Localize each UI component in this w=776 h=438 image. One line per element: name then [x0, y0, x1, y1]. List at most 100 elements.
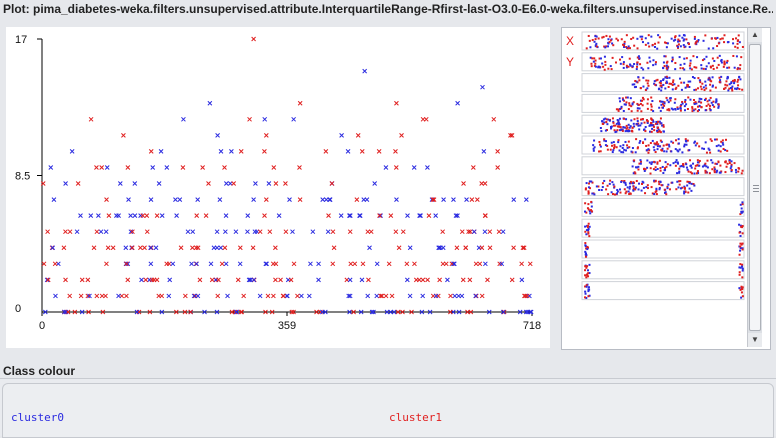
mini-point: [740, 210, 743, 213]
mini-point: [681, 100, 684, 103]
data-point: [245, 229, 250, 235]
mini-point: [741, 45, 744, 48]
scatter-plot-panel[interactable]: 0 359 718 0 8.5 17: [6, 27, 550, 348]
mini-point: [692, 183, 695, 186]
data-point: [330, 229, 336, 235]
data-point: [174, 213, 179, 219]
mini-point: [666, 187, 669, 190]
data-point: [388, 213, 394, 219]
data-point: [297, 197, 303, 202]
scroll-down-icon[interactable]: ▼: [748, 333, 762, 347]
data-point: [395, 309, 401, 315]
data-point: [87, 293, 92, 299]
attribute-mini-plot[interactable]: [581, 156, 745, 176]
attribute-mini-plot[interactable]: [581, 260, 745, 280]
mini-point: [609, 179, 612, 182]
data-point: [486, 309, 492, 315]
mini-point: [661, 103, 664, 106]
mini-point: [619, 58, 622, 61]
data-point: [164, 165, 170, 170]
mini-point: [729, 167, 732, 170]
data-point: [460, 277, 466, 283]
data-point: [177, 197, 183, 202]
mini-point: [617, 109, 620, 112]
attribute-mini-plot[interactable]: [581, 239, 745, 259]
data-point: [88, 116, 94, 122]
mini-point: [677, 38, 680, 41]
data-point: [441, 197, 446, 202]
mini-point: [632, 187, 635, 190]
mini-point: [711, 168, 714, 171]
mini-point: [630, 150, 633, 153]
data-point: [527, 309, 533, 315]
attribute-mini-plot[interactable]: [581, 218, 745, 238]
data-point: [456, 309, 462, 315]
scroll-up-icon[interactable]: ▲: [748, 28, 762, 42]
scatter-plot[interactable]: 0 359 718 0 8.5 17: [6, 27, 550, 348]
cluster0-legend-item[interactable]: cluster0: [11, 411, 64, 424]
mini-point: [690, 189, 693, 192]
data-point: [245, 213, 251, 219]
mini-point: [734, 168, 737, 171]
mini-point: [693, 140, 696, 143]
mini-point: [609, 39, 612, 42]
mini-point: [631, 182, 634, 185]
data-point: [455, 213, 460, 219]
mini-point: [728, 83, 731, 86]
attribute-scrollbar[interactable]: ▲ ▼: [747, 28, 762, 347]
data-point: [219, 261, 225, 267]
data-point: [117, 181, 123, 186]
mini-point: [673, 101, 676, 104]
mini-point: [672, 79, 675, 82]
mini-point: [592, 144, 595, 147]
mini-point: [668, 145, 671, 148]
plot-axes: [37, 38, 533, 316]
mini-point: [600, 189, 603, 192]
mini-point: [682, 44, 685, 47]
mini-point: [738, 271, 741, 274]
mini-point: [713, 169, 716, 172]
data-point: [138, 245, 143, 251]
mini-point: [730, 81, 733, 84]
data-point: [308, 261, 313, 267]
mini-point: [584, 225, 587, 228]
mini-point: [706, 166, 709, 169]
mini-point: [737, 167, 740, 170]
data-point: [474, 197, 480, 202]
mini-point: [715, 162, 718, 165]
mini-point: [638, 182, 641, 185]
mini-point: [666, 60, 669, 63]
mini-point: [637, 124, 640, 127]
attribute-mini-plots[interactable]: X Y: [562, 28, 748, 349]
mini-point: [695, 102, 698, 105]
attribute-mini-plot[interactable]: [581, 177, 745, 197]
mini-point: [587, 295, 590, 298]
mini-point: [601, 62, 604, 65]
mini-point: [629, 125, 632, 128]
mini-point: [679, 105, 682, 108]
attribute-mini-plot[interactable]: [581, 197, 745, 217]
data-point: [483, 261, 488, 267]
mini-point: [710, 159, 713, 162]
data-point: [125, 261, 131, 267]
mini-point: [629, 180, 632, 183]
mini-point: [586, 269, 589, 272]
mini-point: [634, 186, 637, 189]
data-point: [523, 197, 529, 202]
scroll-thumb[interactable]: [749, 44, 761, 331]
data-point: [426, 213, 432, 219]
attribute-panel[interactable]: X Y: [561, 27, 771, 350]
mini-point: [658, 159, 661, 162]
mini-point: [735, 171, 738, 174]
cluster1-legend-item[interactable]: cluster1: [389, 411, 442, 424]
mini-point: [641, 117, 644, 120]
data-point: [347, 277, 353, 283]
mini-point: [665, 193, 668, 196]
mini-point: [688, 46, 691, 49]
data-point: [290, 229, 295, 235]
mini-point: [704, 80, 707, 83]
data-point: [208, 261, 214, 267]
attribute-mini-plot[interactable]: [581, 281, 745, 301]
mini-point: [621, 56, 624, 59]
mini-point: [676, 107, 679, 110]
